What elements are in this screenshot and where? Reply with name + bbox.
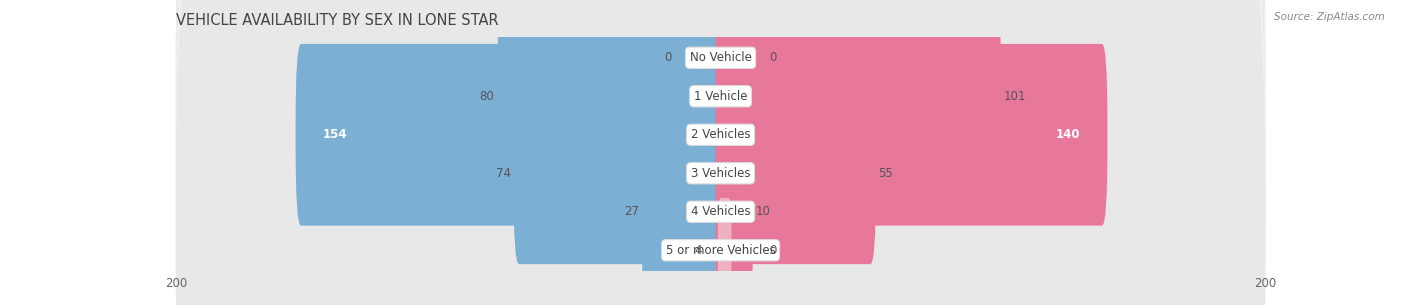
Text: 0: 0 [769,244,778,257]
FancyBboxPatch shape [176,0,1265,305]
FancyBboxPatch shape [716,121,754,303]
FancyBboxPatch shape [295,44,725,226]
FancyBboxPatch shape [176,0,1265,305]
Text: 1 Vehicle: 1 Vehicle [693,90,748,103]
FancyBboxPatch shape [716,82,876,264]
Text: 4 Vehicles: 4 Vehicles [690,205,751,218]
Text: 101: 101 [1004,90,1026,103]
Text: Source: ZipAtlas.com: Source: ZipAtlas.com [1274,12,1385,22]
Text: 27: 27 [624,205,638,218]
Text: VEHICLE AVAILABILITY BY SEX IN LONE STAR: VEHICLE AVAILABILITY BY SEX IN LONE STAR [176,13,498,28]
FancyBboxPatch shape [176,0,1265,305]
Text: 3 Vehicles: 3 Vehicles [690,167,751,180]
Text: 5 or more Vehicles: 5 or more Vehicles [665,244,776,257]
Text: No Vehicle: No Vehicle [689,51,752,64]
FancyBboxPatch shape [513,82,725,264]
Text: 154: 154 [323,128,347,141]
Text: 0: 0 [664,51,672,64]
Text: 10: 10 [756,205,770,218]
Text: 0: 0 [769,51,778,64]
Text: 4: 4 [695,244,702,257]
FancyBboxPatch shape [176,0,1265,305]
Text: 74: 74 [496,167,510,180]
FancyBboxPatch shape [176,0,1265,305]
FancyBboxPatch shape [716,44,1108,226]
FancyBboxPatch shape [716,5,1001,187]
Text: 80: 80 [479,90,495,103]
FancyBboxPatch shape [641,121,725,303]
FancyBboxPatch shape [704,160,725,305]
FancyBboxPatch shape [498,5,725,187]
FancyBboxPatch shape [718,198,731,303]
FancyBboxPatch shape [176,0,1265,305]
FancyBboxPatch shape [718,5,731,110]
Text: 140: 140 [1056,128,1080,141]
Text: 55: 55 [879,167,893,180]
FancyBboxPatch shape [710,5,723,110]
Text: 2 Vehicles: 2 Vehicles [690,128,751,141]
